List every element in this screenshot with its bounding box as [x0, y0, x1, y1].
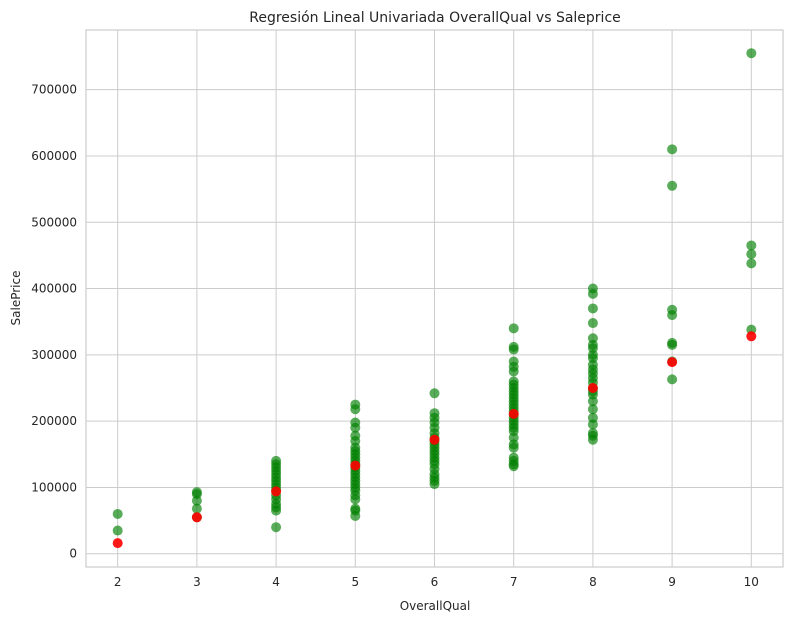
predicted-point: [667, 357, 678, 368]
predicted-point: [271, 486, 282, 497]
actual-point: [350, 510, 361, 521]
predicted-point: [587, 383, 598, 393]
actual-point: [508, 366, 519, 377]
actual-point: [587, 434, 598, 445]
predicted-point: [191, 512, 202, 523]
actual-point: [587, 303, 598, 314]
actual-point: [191, 503, 202, 514]
predicted-point: [508, 408, 519, 419]
y-tick-label: 300000: [31, 348, 77, 362]
actual-point: [667, 310, 678, 321]
x-tick-label: 9: [668, 575, 676, 589]
y-tick-label: 0: [69, 547, 77, 561]
actual-point: [350, 404, 361, 415]
actual-point: [587, 419, 598, 430]
x-tick-label: 10: [744, 575, 759, 589]
y-tick-label: 500000: [31, 215, 77, 229]
actual-point: [746, 249, 757, 260]
x-tick-label: 6: [431, 575, 439, 589]
y-axis-title: SalePrice: [9, 271, 23, 326]
y-tick-label: 700000: [31, 83, 77, 97]
x-tick-label: 2: [114, 575, 122, 589]
grid-lines: [86, 30, 783, 567]
actual-point: [746, 240, 757, 251]
y-tick-label: 600000: [31, 149, 77, 163]
y-tick-label: 400000: [31, 282, 77, 296]
predicted-point: [112, 538, 123, 549]
actual-point: [746, 48, 757, 59]
x-tick-label: 4: [272, 575, 280, 589]
predicted-series: [112, 331, 757, 549]
data-points: [112, 48, 757, 549]
tick-labels: 2 3 4 5 6 7 8 9 10 0 100000 200000 300000 400000 50000…: [31, 83, 759, 589]
actual-point: [667, 180, 678, 191]
predicted-point: [350, 460, 361, 471]
actual-point: [508, 344, 519, 355]
x-tick-label: 3: [193, 575, 201, 589]
chart-title: Regresión Lineal Univariada OverallQual …: [249, 10, 621, 26]
actual-point: [350, 422, 361, 433]
x-tick-label: 8: [589, 575, 597, 589]
actual-point: [429, 479, 440, 490]
actual-point: [508, 323, 519, 334]
actual-point: [271, 505, 282, 516]
actual-series: [112, 48, 757, 536]
y-tick-label: 100000: [31, 480, 77, 494]
actual-point: [587, 288, 598, 299]
actual-point: [429, 388, 440, 399]
actual-point: [587, 404, 598, 415]
x-axis-title: OverallQual: [400, 599, 471, 613]
y-tick-label: 200000: [31, 414, 77, 428]
x-tick-label: 5: [351, 575, 359, 589]
actual-point: [746, 258, 757, 269]
x-tick-label: 7: [510, 575, 518, 589]
actual-point: [667, 144, 678, 155]
actual-point: [667, 374, 678, 385]
plot-frame: [85, 29, 784, 568]
actual-point: [271, 522, 282, 533]
actual-point: [667, 339, 678, 350]
actual-point: [587, 318, 598, 329]
actual-point: [112, 525, 123, 536]
actual-point: [112, 508, 123, 519]
actual-point: [587, 396, 598, 407]
predicted-point: [746, 331, 757, 342]
actual-point: [191, 495, 202, 506]
actual-point: [508, 442, 519, 453]
predicted-point: [429, 434, 440, 445]
actual-point: [350, 494, 361, 505]
actual-point: [508, 461, 519, 472]
